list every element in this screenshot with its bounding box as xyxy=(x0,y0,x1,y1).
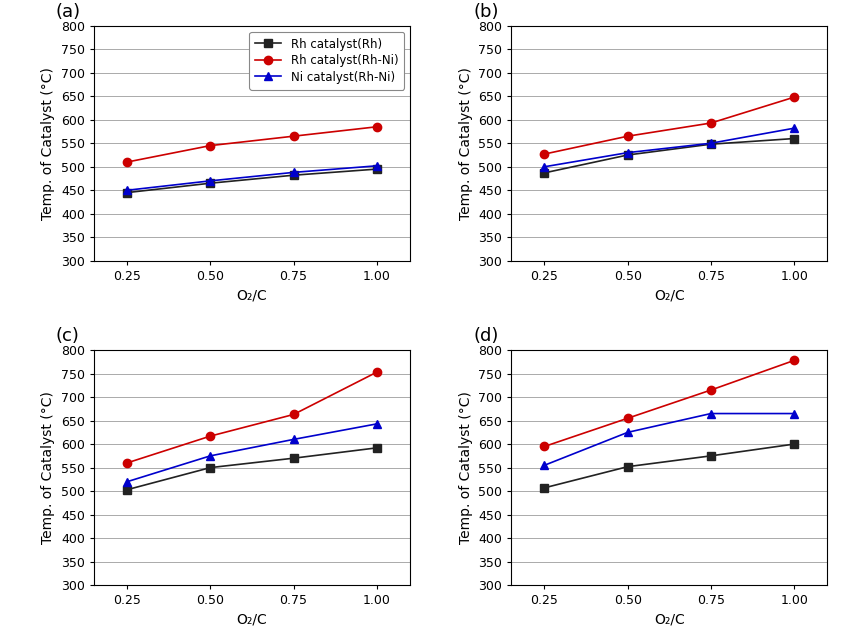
Text: (a): (a) xyxy=(56,3,81,21)
Y-axis label: Temp. of Catalyst (°C): Temp. of Catalyst (°C) xyxy=(458,391,472,544)
Y-axis label: Temp. of Catalyst (°C): Temp. of Catalyst (°C) xyxy=(41,391,55,544)
X-axis label: O₂/C: O₂/C xyxy=(653,613,684,627)
X-axis label: O₂/C: O₂/C xyxy=(236,613,267,627)
Text: (c): (c) xyxy=(56,327,80,345)
Legend: Rh catalyst(Rh), Rh catalyst(Rh-Ni), Ni catalyst(Rh-Ni): Rh catalyst(Rh), Rh catalyst(Rh-Ni), Ni … xyxy=(249,32,404,89)
Text: (d): (d) xyxy=(473,327,498,345)
X-axis label: O₂/C: O₂/C xyxy=(236,288,267,302)
Text: (b): (b) xyxy=(473,3,498,21)
X-axis label: O₂/C: O₂/C xyxy=(653,288,684,302)
Y-axis label: Temp. of Catalyst (°C): Temp. of Catalyst (°C) xyxy=(41,67,55,220)
Y-axis label: Temp. of Catalyst (°C): Temp. of Catalyst (°C) xyxy=(458,67,472,220)
